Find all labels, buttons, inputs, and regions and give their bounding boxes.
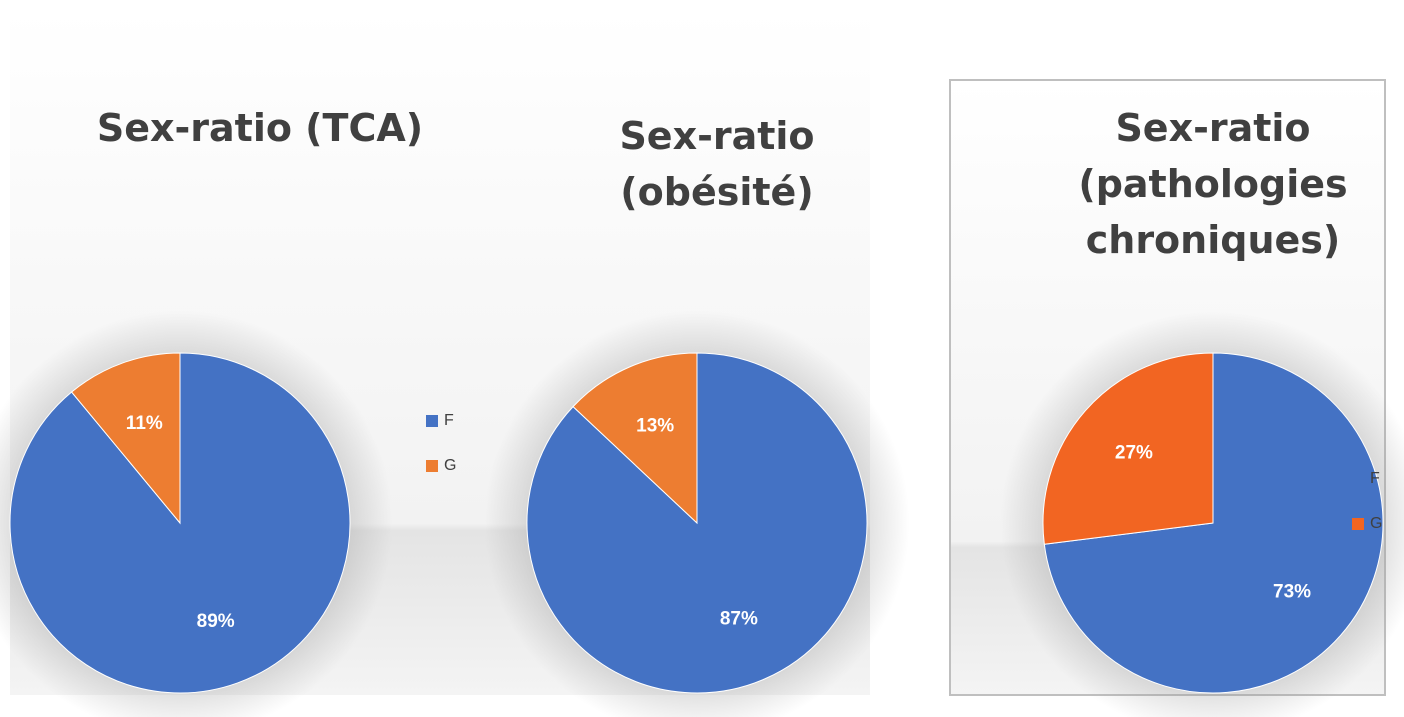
data-label: 11%	[126, 413, 163, 434]
data-label: 13%	[636, 415, 674, 436]
legend-swatch	[426, 415, 438, 427]
legend-swatch	[1352, 473, 1364, 485]
chart-title: Sex-ratio (pathologies chroniques)	[1078, 106, 1348, 262]
pie-slice	[526, 352, 868, 694]
chart-title: Sex-ratio (TCA)	[96, 106, 424, 150]
legend-label: F	[444, 412, 454, 429]
legend-label: G	[1370, 515, 1382, 532]
pie-slice	[1043, 352, 1384, 694]
chart-title: Sex-ratio (obésité)	[619, 114, 815, 214]
data-label: 89%	[197, 611, 235, 632]
data-label: 27%	[1115, 442, 1153, 463]
data-label: 73%	[1273, 582, 1311, 603]
pie-slice	[70, 352, 181, 525]
data-label: 87%	[720, 609, 758, 630]
pie-slice	[1042, 352, 1214, 545]
legend-label: F	[1370, 470, 1380, 487]
pie-slice	[9, 352, 351, 694]
legend-swatch	[426, 460, 438, 472]
pie-slice	[572, 352, 698, 525]
legend-label: G	[444, 457, 456, 474]
legend-swatch	[1352, 518, 1364, 530]
